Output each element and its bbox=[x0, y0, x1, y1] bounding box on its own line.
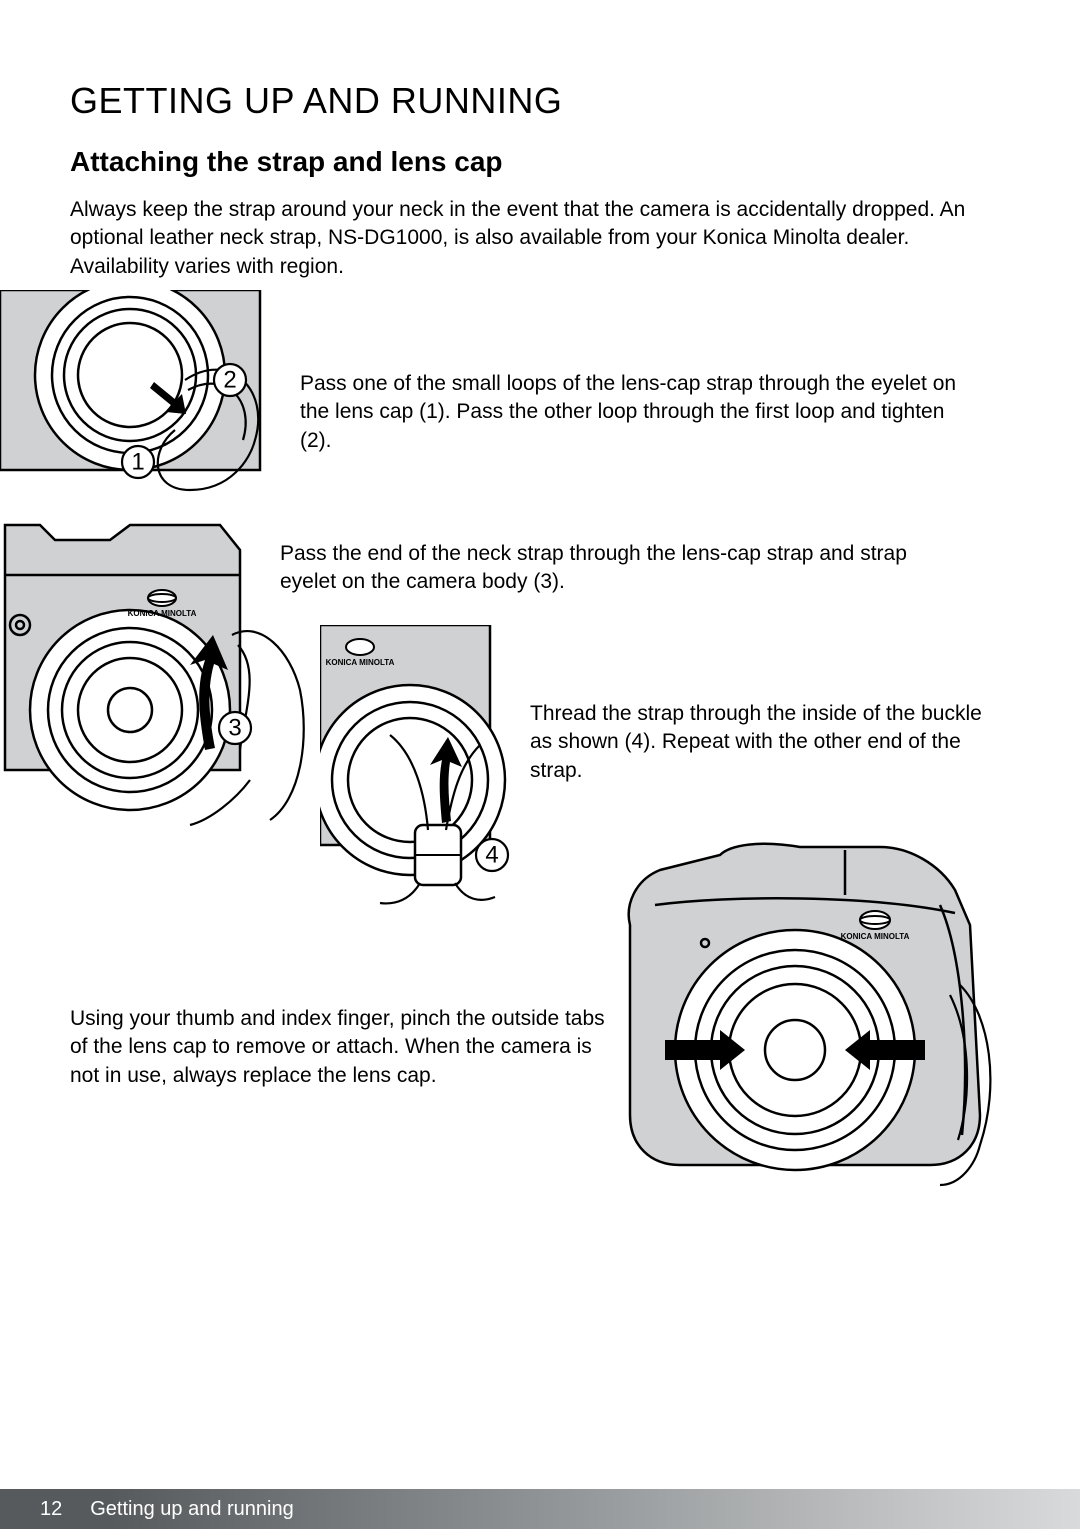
brand-text-1: KONICA MINOLTA bbox=[128, 609, 197, 618]
callout-2: 2 bbox=[223, 367, 236, 394]
illustration-camera-eyelet: KONICA MINOLTA 3 bbox=[0, 520, 320, 840]
callout-1: 1 bbox=[131, 449, 144, 476]
page-number: 12 bbox=[40, 1498, 62, 1521]
section-heading: Attaching the strap and lens cap bbox=[70, 146, 1010, 178]
manual-page: GETTING UP AND RUNNING Attaching the str… bbox=[0, 0, 1080, 1529]
footer-section: Getting up and running bbox=[90, 1498, 294, 1521]
illustration-camera-front: KONICA MINOLTA bbox=[610, 835, 1010, 1195]
intro-paragraph: Always keep the strap around your neck i… bbox=[70, 196, 1010, 281]
callout-4: 4 bbox=[485, 842, 498, 869]
illustration-lenscap: 1 2 bbox=[0, 290, 290, 510]
step-4-text: Using your thumb and index finger, pinch… bbox=[70, 1005, 610, 1090]
illustration-buckle: KONICA MINOLTA 4 bbox=[320, 625, 520, 905]
page-footer: 12 Getting up and running bbox=[0, 1489, 1080, 1529]
step-1-text: Pass one of the small loops of the lens-… bbox=[300, 370, 960, 455]
page-heading: GETTING UP AND RUNNING bbox=[70, 80, 1010, 122]
step-3-text: Thread the strap through the inside of t… bbox=[530, 700, 1000, 785]
step-2-text: Pass the end of the neck strap through t… bbox=[280, 540, 960, 597]
callout-3: 3 bbox=[228, 715, 241, 742]
brand-text-2: KONICA MINOLTA bbox=[326, 658, 395, 667]
brand-text-3: KONICA MINOLTA bbox=[841, 932, 910, 941]
